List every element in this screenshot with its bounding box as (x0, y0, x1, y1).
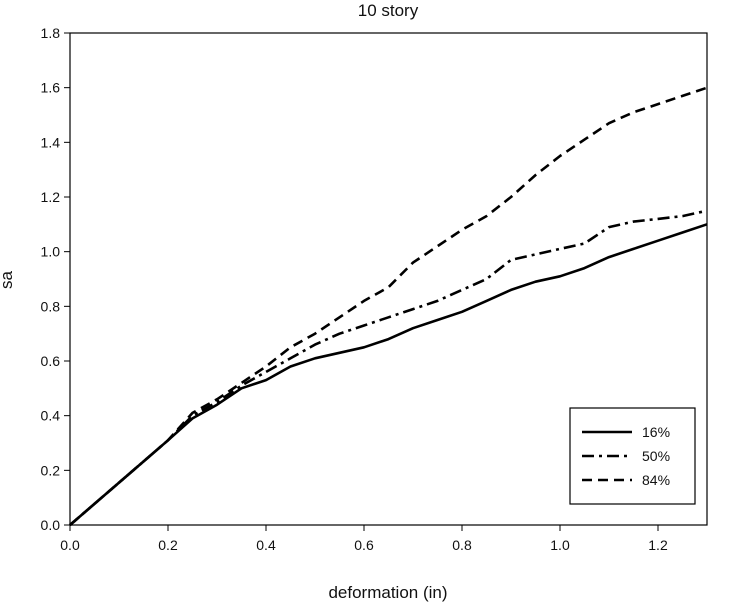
series-layer (69, 86, 708, 526)
x-tick-label: 0.4 (256, 537, 276, 553)
y-tick-label: 0.2 (41, 462, 61, 478)
legend: 16% 50% 84% (569, 407, 696, 505)
x-tick-label: 1.0 (550, 537, 570, 553)
series-line-50pct (69, 209, 708, 526)
x-tick-label: 0.2 (158, 537, 178, 553)
y-axis-label: sa (0, 270, 16, 289)
x-axis: 0.0 0.2 0.4 0.6 0.8 1.0 1.2 (60, 525, 668, 553)
y-tick-label: 0.8 (41, 298, 61, 314)
chart-title: 10 story (358, 1, 419, 20)
y-axis: 0.0 0.2 0.4 0.6 0.8 1.0 1.2 1.4 1.6 1.8 (41, 25, 70, 533)
plot-border (69, 32, 708, 526)
y-tick-label: 1.2 (41, 189, 61, 205)
y-tick-label: 0.6 (41, 353, 61, 369)
y-tick-label: 1.0 (41, 244, 61, 260)
y-tick-label: 1.6 (41, 80, 61, 96)
plot-area (69, 32, 708, 526)
x-tick-label: 1.2 (648, 537, 668, 553)
y-tick-label: 1.8 (41, 25, 61, 41)
y-tick-label: 0.0 (41, 517, 61, 533)
x-tick-label: 0.8 (452, 537, 472, 553)
x-tick-label: 0.6 (354, 537, 374, 553)
series-line-16pct (69, 223, 708, 526)
series-line-84pct (69, 86, 708, 526)
legend-label: 50% (642, 448, 670, 464)
legend-label: 84% (642, 472, 670, 488)
x-axis-label: deformation (in) (328, 583, 447, 602)
y-tick-label: 1.4 (41, 134, 61, 150)
x-tick-label: 0.0 (60, 537, 80, 553)
legend-label: 16% (642, 424, 670, 440)
y-tick-label: 0.4 (41, 408, 61, 424)
